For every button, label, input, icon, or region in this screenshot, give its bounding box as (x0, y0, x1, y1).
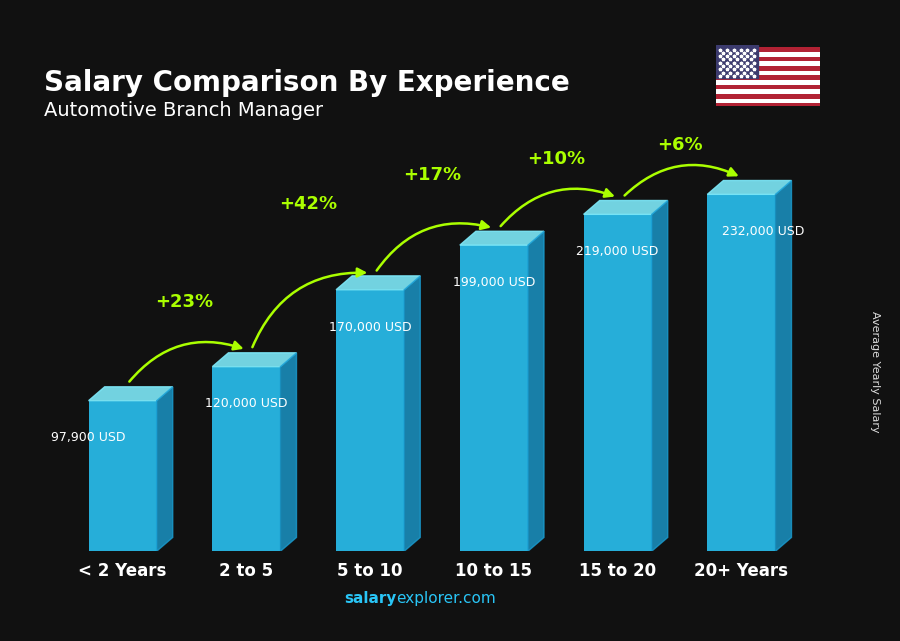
Bar (716, 71, 820, 75)
Polygon shape (528, 231, 544, 551)
Bar (716, 62, 820, 66)
Text: Average Yearly Salary: Average Yearly Salary (869, 311, 880, 433)
Bar (583, 214, 652, 551)
Polygon shape (336, 276, 420, 290)
Text: 232,000 USD: 232,000 USD (723, 225, 805, 238)
Bar (716, 75, 820, 80)
Polygon shape (707, 181, 791, 194)
Polygon shape (88, 387, 173, 401)
Polygon shape (460, 231, 544, 245)
Polygon shape (652, 201, 668, 551)
Bar (716, 89, 820, 94)
Bar (212, 367, 281, 551)
Text: 219,000 USD: 219,000 USD (576, 245, 659, 258)
Text: 199,000 USD: 199,000 USD (453, 276, 536, 289)
Text: +23%: +23% (156, 294, 213, 312)
Text: +6%: +6% (657, 137, 702, 154)
Bar (336, 290, 404, 551)
Bar (716, 85, 820, 89)
Polygon shape (157, 387, 173, 551)
Text: Salary Comparison By Experience: Salary Comparison By Experience (44, 69, 570, 97)
Polygon shape (404, 276, 420, 551)
Bar (716, 99, 820, 103)
Polygon shape (281, 353, 296, 551)
Bar (716, 94, 820, 99)
Bar (88, 401, 157, 551)
Text: +42%: +42% (279, 195, 338, 213)
Text: 97,900 USD: 97,900 USD (50, 431, 125, 444)
Bar (716, 47, 820, 52)
Bar (716, 52, 820, 56)
Text: 120,000 USD: 120,000 USD (205, 397, 288, 410)
Text: explorer.com: explorer.com (396, 591, 496, 606)
Text: salary: salary (344, 591, 396, 606)
Text: +17%: +17% (403, 165, 461, 183)
Bar (716, 45, 758, 78)
Text: +10%: +10% (526, 150, 585, 168)
Bar (716, 56, 820, 62)
Text: 170,000 USD: 170,000 USD (328, 320, 411, 333)
Bar (716, 103, 820, 108)
Polygon shape (212, 353, 296, 367)
Bar (716, 66, 820, 71)
Polygon shape (583, 201, 668, 214)
Text: Automotive Branch Manager: Automotive Branch Manager (44, 101, 323, 120)
Polygon shape (776, 181, 791, 551)
Bar (716, 80, 820, 85)
Bar (707, 194, 776, 551)
Bar (460, 245, 528, 551)
